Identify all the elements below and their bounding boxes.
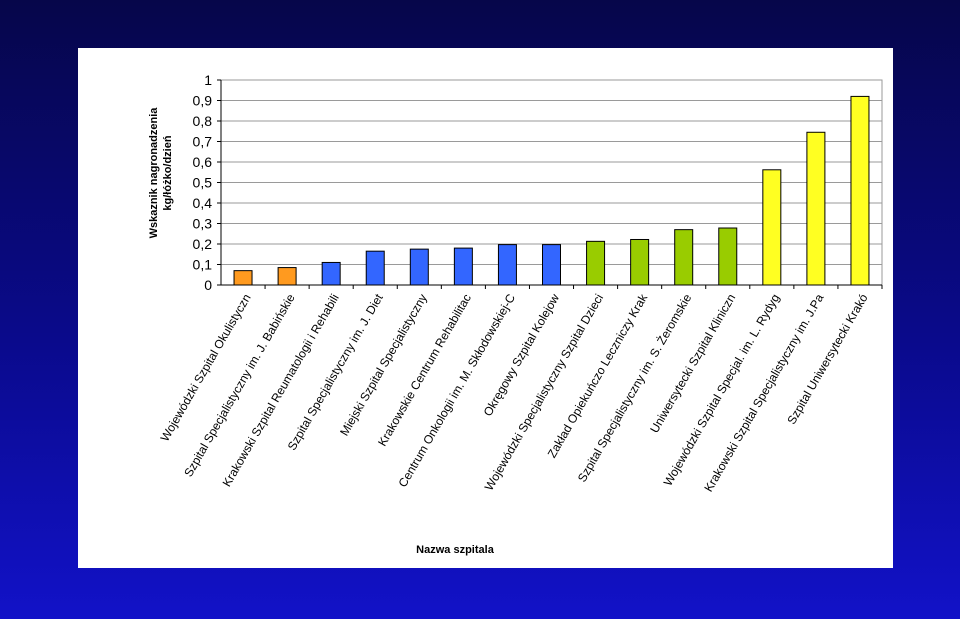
chart-panel: 0 0,1 0,2 0,3 0,4 0,5 0,6 0,7 0,8 0,9 1 Wojewódzki…	[78, 48, 893, 568]
y-tick-label: 1	[204, 72, 212, 88]
y-tick-label: 0,5	[193, 175, 213, 191]
y-tick-label: 0,1	[193, 257, 213, 273]
bar	[365, 250, 385, 286]
bar	[586, 240, 606, 286]
y-tick-labels: 0 0,1 0,2 0,3 0,4 0,5 0,6 0,7 0,8 0,9 1	[193, 72, 213, 293]
y-tick-label: 0,7	[193, 134, 213, 150]
bar	[321, 261, 341, 286]
x-tick-label: Krakowskie Centrum Rehabilitac	[375, 292, 474, 449]
bars	[233, 95, 870, 286]
x-axis-label: Nazwa szpitala	[416, 544, 495, 556]
y-tick-label: 0,8	[193, 113, 213, 129]
bar	[409, 248, 429, 286]
y-axis-label-line-2: kg/łóżko/dzień	[162, 135, 174, 210]
y-tick-label: 0,4	[193, 195, 213, 211]
bar	[806, 131, 826, 286]
bar	[718, 227, 738, 286]
bar	[542, 244, 561, 286]
y-axis-label-line-1: Wskaznik nagronadzenia	[148, 107, 160, 239]
bar-chart: 0 0,1 0,2 0,3 0,4 0,5 0,6 0,7 0,8 0,9 1 Wojewódzki…	[148, 72, 883, 556]
x-tick-label: Okręgowy Szpital Kolejow	[481, 291, 563, 418]
bar	[233, 270, 253, 286]
x-tick-label: Miejski Szpital Specjalistyczny	[337, 292, 430, 439]
x-tick-label: Szpital Uniwersytecki Krakó	[784, 291, 870, 426]
y-tick-label: 0,3	[193, 216, 213, 232]
y-tick-label: 0,9	[193, 93, 213, 109]
bar	[453, 247, 473, 286]
x-tick-label: Wojewódzki Szpital Okulistyczn	[158, 292, 254, 444]
bar	[497, 244, 517, 286]
bar	[277, 267, 297, 286]
bar	[850, 95, 870, 286]
y-tick-label: 0,2	[193, 236, 213, 252]
y-tick-label: 0,6	[193, 154, 213, 170]
bar	[630, 238, 650, 286]
y-tick-label: 0	[204, 277, 212, 293]
bar	[762, 169, 782, 286]
bar	[674, 229, 694, 286]
x-tick-label: Uniwersytecki Szpital Kliniczn	[647, 292, 738, 436]
